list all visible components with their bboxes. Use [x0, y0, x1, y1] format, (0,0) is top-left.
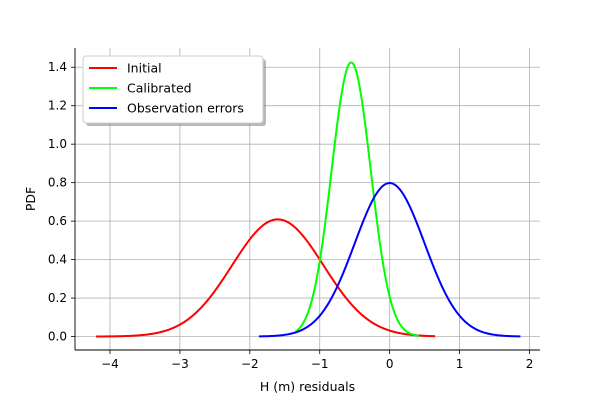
series-line-calibrated — [294, 61, 420, 337]
y-axis-label: PDF — [23, 187, 38, 211]
x-tick-label: −2 — [241, 357, 259, 371]
x-tick-label: 0 — [386, 357, 394, 371]
x-tick-label: −4 — [101, 357, 119, 371]
y-tick-label: 1.2 — [48, 99, 67, 113]
axes — [74, 48, 540, 351]
y-tick-label: 0.2 — [48, 291, 67, 305]
x-tick-label: −1 — [311, 357, 329, 371]
x-tick-label: −3 — [171, 357, 189, 371]
series-line-observation-errors — [258, 182, 521, 338]
series-lines — [95, 61, 521, 338]
y-tick-label: 1.0 — [48, 137, 67, 151]
series-line-initial — [95, 218, 436, 338]
ticks: −4 −3 −2 −1 0 1 2 0.0 0.2 0.4 0.6 0.8 1.0 1.2 1.4 — [48, 60, 533, 371]
grid — [75, 48, 540, 350]
legend-entry: Initial — [127, 61, 162, 76]
legend-box — [82, 55, 264, 124]
y-tick-label: 0.8 — [48, 176, 67, 190]
y-tick-label: 0.0 — [48, 330, 67, 344]
y-tick-label: 1.4 — [48, 60, 67, 74]
y-tick-label: 0.4 — [48, 253, 67, 267]
legend-entry: Calibrated — [127, 81, 192, 96]
legend: Initial Calibrated Observation errors — [82, 55, 266, 126]
y-tick-label: 0.6 — [48, 214, 67, 228]
x-axis-label: H (m) residuals — [260, 379, 355, 394]
x-tick-label: 1 — [456, 357, 464, 371]
legend-entry: Observation errors — [127, 101, 244, 116]
x-tick-label: 2 — [526, 357, 534, 371]
